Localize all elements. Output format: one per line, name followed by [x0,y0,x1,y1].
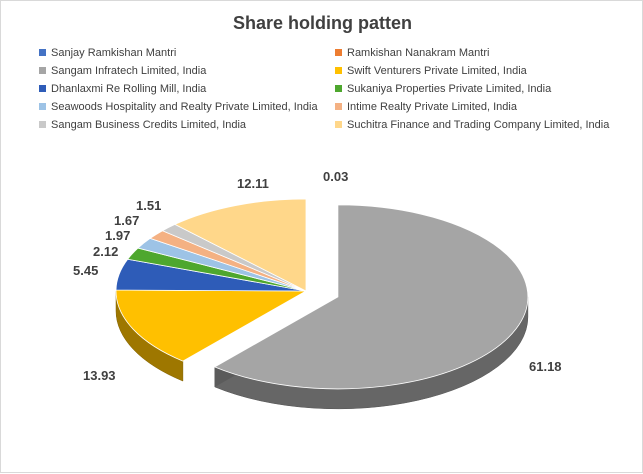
legend-item: Ramkishan Nanakram Mantri [335,45,629,60]
legend-swatch [335,49,342,56]
legend-swatch [335,67,342,74]
legend-item: Swift Venturers Private Limited, India [335,63,629,78]
pie-slice [213,204,529,390]
legend-swatch [39,121,46,128]
legend-label: Sukaniya Properties Private Limited, Ind… [347,82,552,95]
legend-item: Sangam Infratech Limited, India [39,63,335,78]
legend: Sanjay Ramkishan Mantri Ramkishan Nanakra… [39,45,629,132]
data-label: 2.12 [93,244,118,259]
data-label: 1.51 [136,198,161,213]
legend-swatch [39,67,46,74]
legend-swatch [335,85,342,92]
data-label: 5.45 [73,263,98,278]
legend-item: Intime Realty Private Limited, India [335,99,629,114]
legend-label: Swift Venturers Private Limited, India [347,64,527,77]
legend-swatch [335,103,342,110]
legend-label: Sangam Business Credits Limited, India [51,118,247,131]
legend-item: Sangam Business Credits Limited, India [39,117,335,132]
legend-item: Sanjay Ramkishan Mantri [39,45,335,60]
legend-label: Ramkishan Nanakram Mantri [347,46,490,59]
legend-swatch [39,103,46,110]
legend-label: Intime Realty Private Limited, India [347,100,517,113]
legend-swatch [335,121,342,128]
legend-item: Sukaniya Properties Private Limited, Ind… [335,81,629,96]
legend-item: Seawoods Hospitality and Realty Private … [39,99,335,114]
data-label: 0.03 [323,169,348,184]
chart-title: Share holding patten [232,13,412,33]
legend-label: Seawoods Hospitality and Realty Private … [51,100,318,113]
legend-item: Suchitra Finance and Trading Company Lim… [335,117,629,132]
pie-slice [115,289,308,362]
pie-slice [174,198,307,292]
legend-label: Sanjay Ramkishan Mantri [51,46,177,59]
data-label: 61.18 [529,359,562,374]
legend-swatch [39,49,46,56]
data-label: 1.97 [105,228,130,243]
legend-label: Suchitra Finance and Trading Company Lim… [347,118,610,131]
data-label: 13.93 [83,368,116,383]
legend-label: Sangam Infratech Limited, India [51,64,207,77]
legend-item: Dhanlaxmi Re Rolling Mill, India [39,81,335,96]
legend-label: Dhanlaxmi Re Rolling Mill, India [51,82,207,95]
data-label: 1.67 [114,213,139,228]
legend-swatch [39,85,46,92]
data-label: 12.11 [237,176,269,191]
